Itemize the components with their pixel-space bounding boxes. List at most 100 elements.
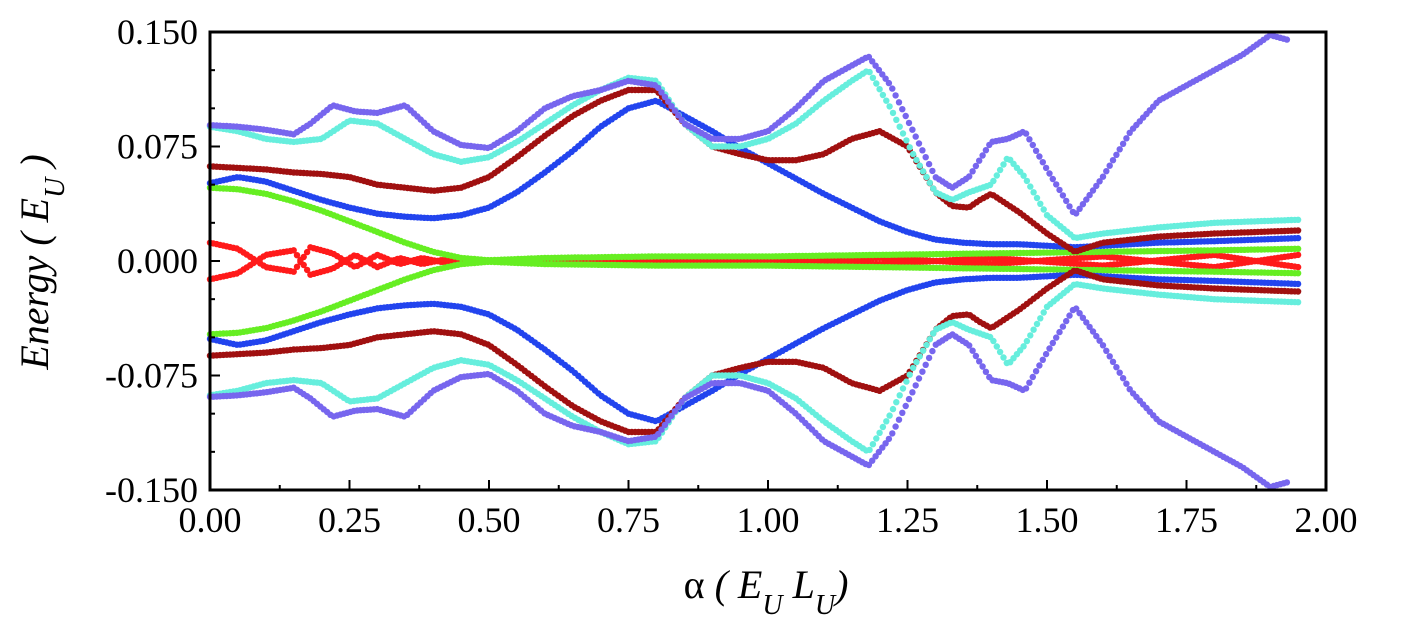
x-tick-label: 2.00 xyxy=(1295,500,1358,540)
data-point xyxy=(899,409,906,416)
data-point xyxy=(1000,161,1007,168)
data-point xyxy=(1063,317,1070,325)
data-point xyxy=(906,371,913,378)
y-tick-label: 0.150 xyxy=(117,12,198,52)
data-point xyxy=(873,80,880,87)
data-point xyxy=(885,435,893,443)
series-layer xyxy=(206,31,1302,491)
data-point xyxy=(875,448,883,456)
data-point xyxy=(889,405,897,413)
y-axis-title-close: ) xyxy=(12,154,57,177)
series-level-5 xyxy=(206,68,1302,454)
data-point xyxy=(1294,227,1302,234)
data-point xyxy=(1032,147,1040,154)
data-point xyxy=(1109,358,1117,365)
data-point xyxy=(671,107,679,114)
x-tick-label: 1.75 xyxy=(1155,500,1218,540)
x-tick-label: 0.25 xyxy=(318,500,381,540)
data-point xyxy=(293,252,301,259)
data-point xyxy=(902,402,909,410)
x-axis-title-sub-e: U xyxy=(762,590,784,621)
data-point xyxy=(1033,320,1041,328)
data-point xyxy=(909,150,917,158)
x-axis-title-alpha: α xyxy=(684,562,715,607)
data-point xyxy=(1123,135,1130,142)
data-point xyxy=(1049,339,1057,347)
data-point xyxy=(919,168,927,175)
data-point xyxy=(658,89,665,96)
data-point xyxy=(303,248,311,256)
data-point xyxy=(895,416,903,423)
data-point xyxy=(993,343,1000,350)
data-point xyxy=(869,58,876,65)
data-point xyxy=(969,347,976,354)
data-point xyxy=(919,368,926,375)
data-point xyxy=(869,457,876,464)
data-point xyxy=(882,75,889,82)
data-point xyxy=(905,395,913,403)
data-point xyxy=(923,341,930,349)
data-point xyxy=(1027,332,1034,339)
data-point xyxy=(1294,270,1302,277)
data-point xyxy=(990,337,997,345)
x-axis-title-sub-l: U xyxy=(815,590,837,621)
data-point xyxy=(902,112,909,120)
x-tick-label: 1.50 xyxy=(1016,500,1079,540)
data-point xyxy=(1037,315,1044,322)
data-point xyxy=(912,382,919,389)
data-point xyxy=(665,98,672,105)
data-point xyxy=(899,130,907,137)
y-axis-title-sub: U xyxy=(40,176,71,198)
data-point xyxy=(1103,168,1110,175)
data-point xyxy=(303,266,311,274)
data-point xyxy=(1063,197,1070,205)
series-level-2 xyxy=(206,184,1302,338)
data-point xyxy=(1049,175,1057,183)
data-point xyxy=(899,106,906,113)
data-point xyxy=(1076,205,1083,212)
data-point xyxy=(1066,312,1073,319)
data-point xyxy=(1073,305,1080,312)
x-tick-label: 0.75 xyxy=(597,500,660,540)
data-point xyxy=(916,353,923,360)
data-point xyxy=(929,167,936,175)
y-tick-label: -0.150 xyxy=(105,470,198,510)
data-point xyxy=(1056,328,1063,336)
data-point xyxy=(1026,379,1033,386)
data-point xyxy=(675,403,682,410)
data-point xyxy=(1294,216,1302,223)
data-point xyxy=(665,417,672,424)
data-point xyxy=(925,354,933,362)
data-point xyxy=(915,375,923,382)
data-point xyxy=(919,147,926,154)
data-point xyxy=(896,392,903,399)
data-point xyxy=(1093,182,1100,190)
y-tick-label: 0.075 xyxy=(117,127,198,167)
data-point xyxy=(1042,350,1050,358)
x-tick-label: 0.50 xyxy=(458,500,521,540)
data-point xyxy=(1040,206,1047,213)
data-point xyxy=(1083,319,1090,326)
data-point xyxy=(896,123,903,130)
data-point xyxy=(1083,196,1090,203)
data-point xyxy=(909,126,916,133)
data-point xyxy=(919,347,927,354)
data-point xyxy=(993,172,1000,179)
data-point xyxy=(1099,173,1107,180)
x-tick-label: 1.00 xyxy=(737,500,800,540)
data-point xyxy=(1036,153,1043,160)
data-point xyxy=(1076,310,1083,317)
data-point xyxy=(1086,323,1093,331)
data-point xyxy=(1073,210,1080,217)
data-point xyxy=(889,430,896,437)
x-axis-title: α ( EU LU) xyxy=(684,562,849,621)
data-point xyxy=(300,261,307,269)
data-point xyxy=(873,435,880,442)
data-point xyxy=(990,177,997,185)
data-point xyxy=(675,112,682,119)
data-point xyxy=(925,160,933,168)
data-point xyxy=(293,263,301,270)
data-point xyxy=(1037,200,1044,207)
data-point xyxy=(1283,36,1291,43)
data-point xyxy=(929,347,936,355)
